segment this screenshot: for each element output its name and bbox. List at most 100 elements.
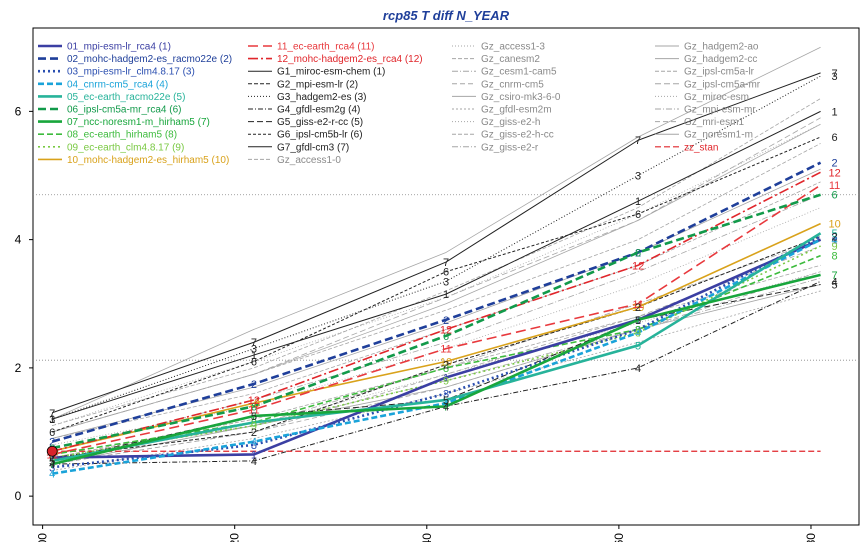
legend-entry-label: 09_ec-earth_clm4.8.17 (9) xyxy=(67,142,184,153)
series-line xyxy=(52,238,822,459)
series-line xyxy=(52,235,821,459)
series-point-label: 7 xyxy=(49,408,55,420)
series-line xyxy=(52,123,821,426)
series-line xyxy=(52,194,821,452)
series-line xyxy=(52,181,821,439)
series-point-label: 9 xyxy=(49,453,55,465)
series-end-label: 9 xyxy=(832,241,838,253)
series-end-label: 6 xyxy=(832,190,838,202)
legend-entry-label: Gz_cesm1-cam5 xyxy=(481,67,557,78)
series-end-label: 3 xyxy=(832,231,838,243)
series-point-label: 5 xyxy=(49,456,55,468)
series-point-label: 1 xyxy=(251,449,257,461)
legend-entry-label: Gz_csiro-mk3-6-0 xyxy=(481,92,561,103)
legend-entry-label: Gz_giss-e2-h xyxy=(481,117,540,128)
series-point-label: 5 xyxy=(443,395,449,407)
series-point-label: 2 xyxy=(49,437,55,449)
series-point-label: 5 xyxy=(443,395,449,407)
legend-entry-label: Gz_hadgem2-ao xyxy=(684,42,759,53)
series-line xyxy=(52,184,822,456)
chart-title: rcp85 T diff N_YEAR xyxy=(383,8,510,23)
series-point-label: 4 xyxy=(635,363,641,375)
series-end-label: 10 xyxy=(828,219,840,231)
series-point-label: 6 xyxy=(443,331,449,343)
series-point-label: 4 xyxy=(49,459,55,471)
series-point-label: 11 xyxy=(248,405,259,417)
series-point-label: 3 xyxy=(49,414,55,426)
legend-entry-label: G3_hadgem2-es (3) xyxy=(277,92,367,103)
y-axis: 0 2 4 6 xyxy=(15,104,33,503)
series-line xyxy=(52,110,821,420)
series-point-label: 7 xyxy=(635,135,641,147)
legend-entry-label: Gz_ipsl-cm5a-lr xyxy=(684,67,755,78)
series-point-label: 4 xyxy=(635,328,641,340)
series-line xyxy=(52,284,821,465)
series-point-label: 3 xyxy=(251,344,257,356)
series-point-label: 10 xyxy=(440,356,452,368)
series-end-label: 2 xyxy=(832,231,838,243)
legend-entry-label: Gz_access1-0 xyxy=(277,155,341,166)
series-point-label: 10 xyxy=(632,302,644,314)
series-end-label: 7 xyxy=(832,68,838,80)
series-point-label: 5 xyxy=(49,456,55,468)
series-point-label: 2 xyxy=(251,379,257,391)
x-tick-label: 2020 xyxy=(228,533,242,542)
series-point-label: 10 xyxy=(248,398,260,410)
x-tick-label: 2060 xyxy=(612,533,626,542)
series-marker-labels: 1111122222333334444455555666667777788888… xyxy=(46,68,841,481)
series-point-label: 8 xyxy=(251,417,257,429)
legend-entry-label: Gz_hadgem2-cc xyxy=(684,54,757,65)
legend: 01_mpi-esm-lr_rca4 (1)02_mohc-hadgem2-es… xyxy=(38,42,761,166)
series-point-label: 7 xyxy=(443,401,449,413)
legend-entry-label: Gz_miroc-esm xyxy=(684,92,749,103)
x-axis: 2000 2020 2040 2060 2080 xyxy=(36,525,818,542)
x-tick-label: 2080 xyxy=(804,533,818,542)
series-end-label: 8 xyxy=(832,251,838,263)
series-point-label: 2 xyxy=(49,453,55,465)
series-point-label: 6 xyxy=(635,209,641,221)
series-point-label: 1 xyxy=(635,196,641,208)
series-point-label: 6 xyxy=(251,401,257,413)
series-point-label: 6 xyxy=(635,247,641,259)
series-point-label: 2 xyxy=(251,427,257,439)
series-point-label: 11 xyxy=(440,344,451,356)
series-line xyxy=(51,161,822,443)
series-point-label: 2 xyxy=(443,360,449,372)
y-tick-label: 2 xyxy=(15,361,22,375)
series-point-label: 2 xyxy=(443,315,449,327)
series-line xyxy=(52,72,821,414)
series-point-label: 3 xyxy=(635,170,641,182)
legend-entry-label: G2_mpi-esm-lr (2) xyxy=(277,79,358,90)
y-tick-label: 0 xyxy=(15,489,22,503)
legend-entry-label: 01_mpi-esm-lr_rca4 (1) xyxy=(67,42,171,53)
series-end-label: 6 xyxy=(832,132,838,144)
series-point-label: 9 xyxy=(251,421,257,433)
series-point-label: 2 xyxy=(635,302,641,314)
series-line xyxy=(51,273,821,466)
series-point-label: 3 xyxy=(443,276,449,288)
series-line xyxy=(51,193,821,450)
x-tick-label: 2040 xyxy=(420,533,434,542)
series-point-label: 5 xyxy=(251,411,257,423)
legend-entry-label: G5_giss-e2-r-cc (5) xyxy=(277,117,363,128)
series-end-label: 11 xyxy=(829,180,840,192)
series-lines xyxy=(51,46,822,475)
x-tick-label: 2000 xyxy=(36,533,50,542)
series-end-label: 4 xyxy=(832,235,838,247)
series-line xyxy=(52,238,822,475)
series-point-label: 7 xyxy=(443,257,449,269)
series-point-label: 1 xyxy=(635,315,641,327)
series-point-label: 12 xyxy=(440,324,452,336)
y-tick-label: 6 xyxy=(15,104,22,118)
series-end-label: 2 xyxy=(832,158,838,170)
series-point-label: 3 xyxy=(635,324,641,336)
series-point-label: 7 xyxy=(251,337,257,349)
legend-entry-label: Gz_mri-esm1 xyxy=(684,117,744,128)
legend-entry-label: 07_ncc-noresm1-m_hirham5 (7) xyxy=(67,117,210,128)
series-point-label: 6 xyxy=(49,427,55,439)
legend-entry-label: 10_mohc-hadgem2-es_hirham5 (10) xyxy=(67,155,229,166)
legend-entry-label: Gz_ipsl-cm5a-mr xyxy=(684,79,761,90)
series-line xyxy=(52,46,821,420)
series-point-label: 1 xyxy=(443,373,449,385)
